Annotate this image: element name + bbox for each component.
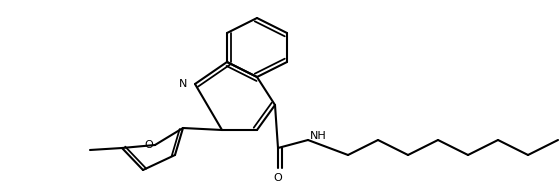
Text: N: N [179,79,187,89]
Text: O: O [274,173,282,183]
Text: O: O [144,140,153,150]
Text: NH: NH [310,131,326,141]
